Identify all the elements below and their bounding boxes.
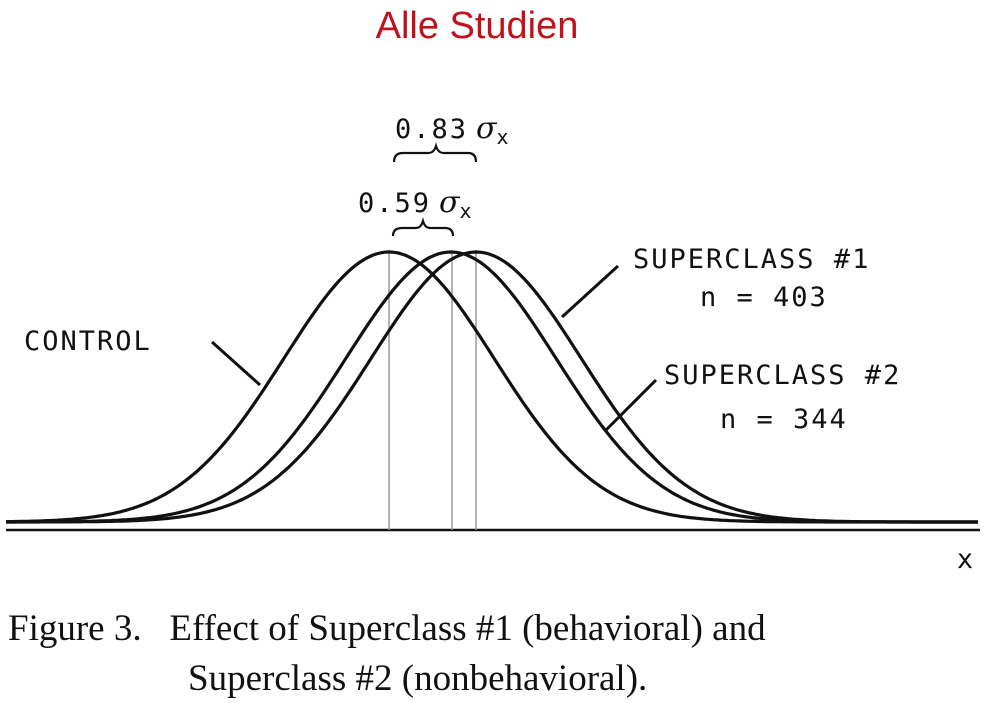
superclass1-n: n = 403 (700, 282, 828, 313)
control-label: CONTROL (24, 326, 152, 357)
superclass2-label: SUPERCLASS #2 (664, 360, 901, 391)
page-title: Alle Studien (376, 5, 579, 47)
superclass1-label: SUPERCLASS #1 (633, 244, 870, 275)
figure-caption-line2: Superclass #2 (nonbehavioral). (188, 658, 647, 699)
control-leader (210, 340, 262, 387)
superclass2-n: n = 344 (720, 404, 848, 435)
diff-059-label: 0.59 σx (358, 185, 472, 223)
superclass1-leader (560, 264, 620, 319)
figure-caption-line1: Figure 3. Effect of Superclass #1 (behav… (8, 608, 766, 649)
diff-083-annotation: 0.83 σx (392, 111, 509, 163)
diff-083-label: 0.83 σx (395, 111, 509, 149)
diff-059-brace (391, 217, 455, 237)
diff-083-brace (392, 142, 478, 163)
superclass1-curve (6, 250, 978, 524)
superclass2-leader (604, 378, 658, 432)
x-axis-label: x (957, 544, 975, 575)
diff-059-annotation: 0.59 σx (358, 185, 472, 237)
